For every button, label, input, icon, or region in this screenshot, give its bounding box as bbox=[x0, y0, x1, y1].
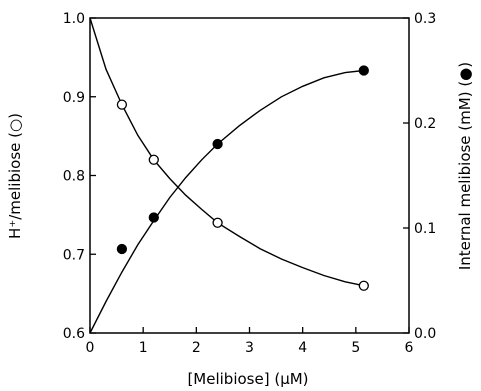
y-left-tick-label: 0.6 bbox=[63, 326, 85, 342]
y-left-tick-label: 0.9 bbox=[63, 90, 85, 106]
x-tick-label: 2 bbox=[192, 340, 201, 356]
x-tick-label: 4 bbox=[298, 340, 307, 356]
y-right-tick-label: 0.3 bbox=[414, 11, 436, 27]
internal-melibiose-fit-curve bbox=[89, 69, 364, 334]
fit-curves bbox=[89, 17, 364, 334]
y-axis-right-title: Internal melibiose (mM) (●) bbox=[456, 62, 474, 270]
h-melibiose-ratio-fit-curve bbox=[89, 17, 364, 287]
x-tick-label: 0 bbox=[86, 340, 95, 356]
data-points bbox=[116, 65, 369, 291]
y-right-tick-label: 0.1 bbox=[414, 221, 436, 237]
y-right-tick-label: 0.2 bbox=[414, 116, 436, 132]
filled-circle-point bbox=[212, 138, 223, 150]
open-circle-point bbox=[116, 99, 128, 110]
x-tick-label: 5 bbox=[351, 340, 360, 356]
x-tick-label: 1 bbox=[139, 340, 148, 356]
y-left-tick-label: 1.0 bbox=[63, 11, 85, 27]
y-axis-left-title: H⁺/melibiose (○) bbox=[6, 113, 24, 239]
axes bbox=[89, 17, 410, 334]
filled-circle-point bbox=[358, 65, 369, 76]
y-right-tick-label: 0.0 bbox=[414, 326, 436, 342]
tick-labels: 0 1 2 3 4 5 6 0.6 0.7 0.8 0.9 1.0 0.0 0.1 0.2 0.3 bbox=[63, 11, 437, 356]
filled-circle-point bbox=[148, 212, 159, 223]
filled-circle-point bbox=[116, 243, 128, 255]
x-tick-label: 3 bbox=[245, 340, 254, 356]
y-left-tick-label: 0.7 bbox=[63, 247, 85, 263]
x-tick-label: 6 bbox=[405, 340, 414, 356]
open-circle-point bbox=[148, 154, 159, 165]
y-left-tick-label: 0.8 bbox=[63, 169, 85, 185]
open-circle-point bbox=[212, 217, 223, 228]
open-circle-point bbox=[358, 280, 369, 291]
x-axis-title: [Melibiose] (μM) bbox=[187, 370, 308, 388]
